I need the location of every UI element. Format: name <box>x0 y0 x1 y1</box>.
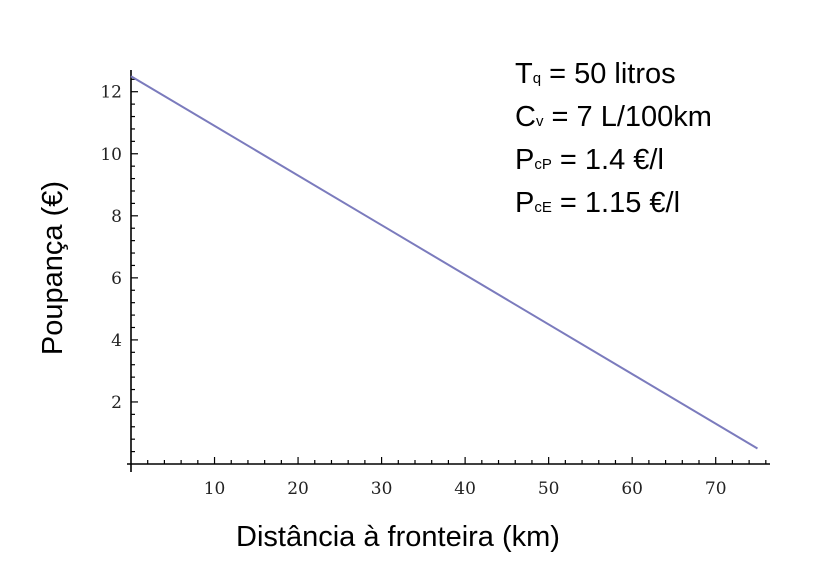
annotation-line: Tq = 50 litros <box>515 58 676 90</box>
annotation-subscript: cE <box>534 199 552 216</box>
annotation-line: PcP = 1.4 €/l <box>515 144 664 176</box>
x-tick-label: 10 <box>204 479 226 499</box>
annotation-line: PcE = 1.15 €/l <box>515 187 680 219</box>
y-tick-label: 12 <box>100 83 122 103</box>
x-tick-label: 20 <box>287 479 309 499</box>
y-axis: 2 4 6 8 10 12 <box>100 70 138 472</box>
annotation-line: Cv = 7 L/100km <box>515 101 712 133</box>
y-tick-label: 6 <box>111 269 122 289</box>
y-tick-label: 4 <box>111 331 122 351</box>
annotation-symbol: T <box>515 58 533 90</box>
x-tick-label: 30 <box>371 479 393 499</box>
x-tick-label: 50 <box>538 479 560 499</box>
series-line <box>130 75 758 450</box>
x-axis: 10 20 30 40 50 60 70 <box>127 457 770 499</box>
annotation-value: = 1.4 €/l <box>552 144 664 176</box>
x-tick-label: 70 <box>705 479 727 499</box>
annotation-subscript: cP <box>534 156 552 173</box>
annotation-value: = 50 litros <box>541 58 676 90</box>
x-tick-label: 40 <box>454 479 476 499</box>
y-tick-label: 8 <box>111 207 122 227</box>
annotation-symbol: P <box>515 187 534 219</box>
x-axis-title: Distância à fronteira (km) <box>236 521 560 553</box>
x-tick-label: 60 <box>621 479 643 499</box>
y-tick-label: 10 <box>100 145 122 165</box>
annotation-symbol: P <box>515 144 534 176</box>
annotation-symbol: C <box>515 101 536 133</box>
annotation-subscript: q <box>533 70 541 87</box>
annotation-subscript: v <box>536 113 544 130</box>
annotation-value: = 1.15 €/l <box>552 187 680 219</box>
series-layer <box>130 75 758 450</box>
y-axis-title: Poupança (€) <box>37 181 69 355</box>
annotation-value: = 7 L/100km <box>543 101 711 133</box>
y-tick-label: 2 <box>111 393 122 413</box>
